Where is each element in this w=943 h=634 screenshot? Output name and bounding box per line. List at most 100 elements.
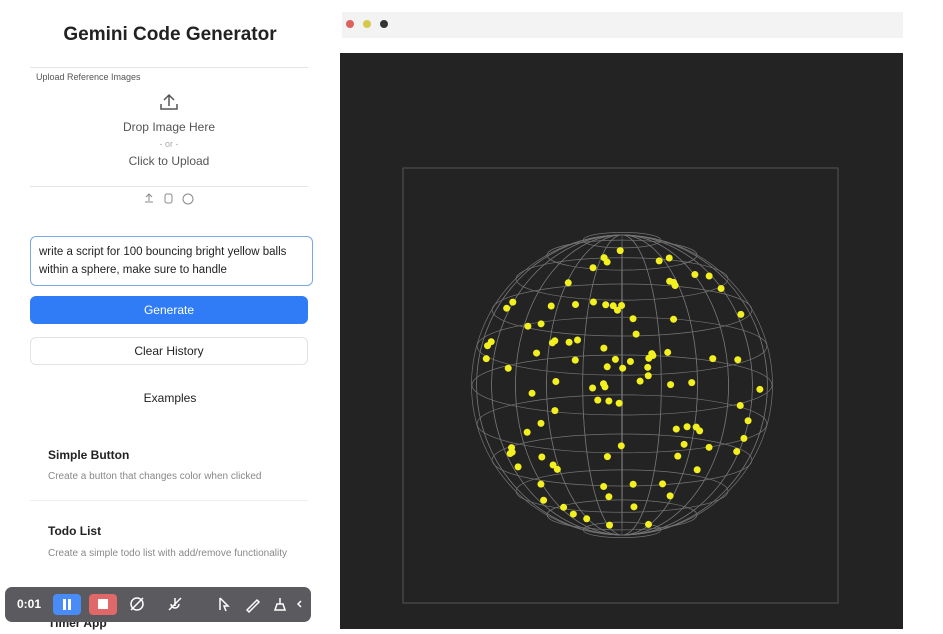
window-titlebar bbox=[342, 12, 903, 38]
ball bbox=[674, 452, 682, 460]
ball bbox=[672, 425, 680, 433]
canvas-border bbox=[402, 167, 839, 604]
ball bbox=[691, 271, 699, 279]
ball bbox=[484, 342, 492, 350]
ball bbox=[547, 302, 555, 310]
example-title[interactable]: Simple Button bbox=[48, 448, 130, 462]
meridian bbox=[515, 234, 729, 536]
meridian bbox=[515, 234, 729, 536]
pause-button[interactable] bbox=[53, 594, 81, 615]
ball bbox=[664, 348, 672, 356]
ball bbox=[589, 384, 597, 392]
sphere-wireframe bbox=[471, 231, 773, 539]
ball bbox=[644, 520, 652, 528]
ball bbox=[552, 377, 560, 385]
ball bbox=[537, 419, 545, 427]
ball bbox=[537, 320, 545, 328]
ball bbox=[482, 355, 490, 363]
ball bbox=[613, 306, 621, 314]
ball bbox=[589, 264, 597, 272]
recorder-tools[interactable] bbox=[127, 594, 307, 615]
click-text: Click to Upload bbox=[128, 154, 210, 168]
meridian bbox=[582, 234, 662, 536]
ball bbox=[667, 381, 675, 389]
ball bbox=[648, 350, 656, 358]
upload-label: Upload Reference Images bbox=[36, 72, 141, 82]
examples-heading: Examples bbox=[143, 391, 197, 405]
ball bbox=[671, 282, 679, 290]
ball bbox=[603, 453, 611, 461]
ball bbox=[605, 397, 613, 405]
ball bbox=[733, 448, 741, 456]
ball bbox=[683, 423, 691, 431]
meridian bbox=[621, 234, 623, 536]
balls bbox=[482, 247, 764, 529]
ball bbox=[600, 483, 608, 491]
ball bbox=[605, 493, 613, 501]
ball bbox=[655, 257, 663, 265]
ball bbox=[606, 521, 614, 529]
ball bbox=[629, 315, 637, 323]
clear-button[interactable]: Clear History bbox=[30, 337, 308, 365]
ball bbox=[594, 396, 602, 404]
ball bbox=[524, 322, 532, 330]
ball bbox=[553, 465, 561, 473]
ball bbox=[504, 364, 512, 372]
ball bbox=[636, 377, 644, 385]
ball bbox=[666, 277, 674, 285]
ball bbox=[626, 357, 634, 365]
window-controls[interactable] bbox=[342, 12, 402, 38]
upload-area[interactable]: Upload Reference Images Drop Image Here … bbox=[30, 67, 308, 187]
latitude bbox=[491, 283, 753, 337]
example-title[interactable]: Todo List bbox=[48, 524, 102, 538]
ball bbox=[611, 355, 619, 363]
ball bbox=[692, 423, 700, 431]
ball bbox=[600, 344, 608, 352]
ball bbox=[599, 380, 607, 388]
generate-button[interactable]: Generate bbox=[30, 296, 308, 324]
latitude bbox=[491, 433, 753, 487]
ball bbox=[717, 285, 725, 293]
latitude bbox=[471, 354, 773, 416]
recorder-toolbar: 0:01 bbox=[5, 587, 311, 622]
drop-text: Drop Image Here bbox=[122, 120, 216, 134]
ball bbox=[665, 254, 673, 262]
ball bbox=[644, 363, 652, 371]
ball bbox=[615, 399, 623, 407]
ball bbox=[629, 480, 637, 488]
ball bbox=[709, 355, 717, 363]
ball bbox=[705, 443, 713, 451]
ball bbox=[734, 356, 742, 364]
ball bbox=[540, 496, 548, 504]
ball bbox=[659, 480, 667, 488]
ball bbox=[551, 337, 559, 345]
ball bbox=[574, 336, 582, 344]
preview-pane bbox=[340, 53, 903, 629]
ball bbox=[572, 301, 580, 309]
ball bbox=[630, 503, 638, 511]
ball bbox=[509, 298, 517, 306]
ball bbox=[618, 302, 626, 310]
upload-tools[interactable] bbox=[143, 192, 198, 206]
meridian bbox=[491, 234, 753, 536]
latitude bbox=[476, 394, 768, 454]
ball bbox=[666, 492, 674, 500]
app-title: Gemini Code Generator bbox=[63, 24, 277, 45]
prompt-input[interactable]: write a script for 100 bouncing bright y… bbox=[30, 236, 313, 286]
ball bbox=[616, 247, 624, 255]
ball bbox=[569, 510, 577, 518]
ball bbox=[602, 301, 610, 309]
ball bbox=[508, 444, 516, 452]
ball bbox=[603, 363, 611, 371]
ball bbox=[538, 453, 546, 461]
ball bbox=[549, 461, 557, 469]
stop-button[interactable] bbox=[89, 594, 117, 615]
ball bbox=[644, 372, 652, 380]
ball bbox=[744, 417, 752, 425]
ball bbox=[617, 442, 625, 450]
example-description: Create a simple todo list with add/remov… bbox=[48, 548, 288, 559]
canvas bbox=[402, 167, 839, 604]
ball bbox=[589, 298, 597, 306]
